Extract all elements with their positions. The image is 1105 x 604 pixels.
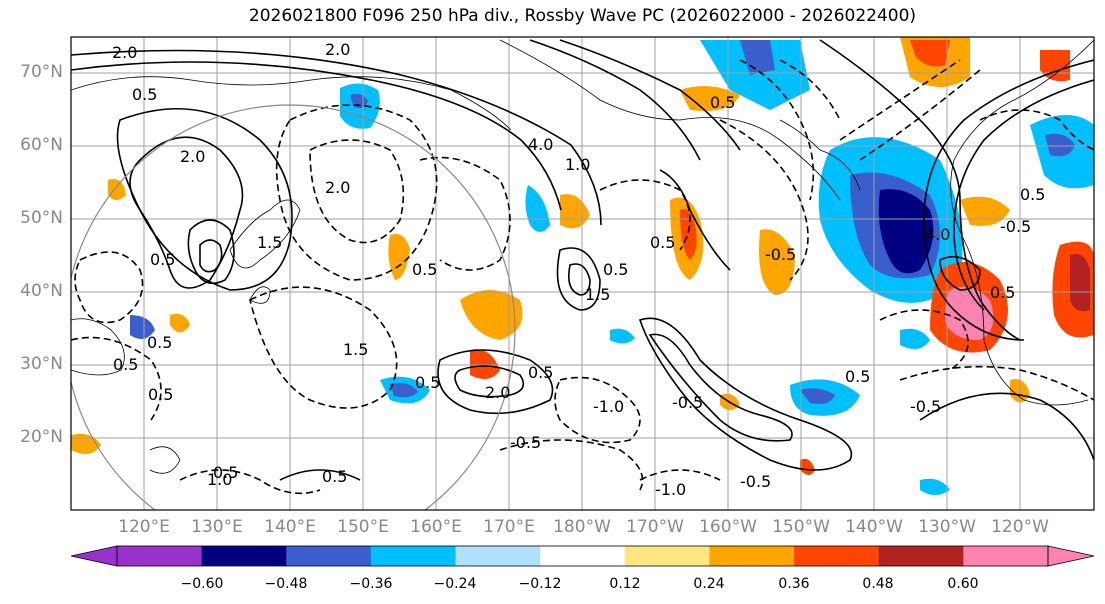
plot-title: 2026021800 F096 250 hPa div., Rossby Wav…: [248, 6, 917, 26]
contour-label: 4.0: [925, 225, 950, 244]
contour-label: 0.5: [1020, 185, 1045, 204]
solid-contours: [71, 39, 1094, 481]
dashed-contours: [71, 59, 1094, 495]
contour-label: 0.5: [147, 333, 172, 352]
contour-label: -0.5: [510, 433, 541, 452]
contour-label: 0.5: [213, 463, 238, 482]
lat-label: 50°N: [20, 208, 63, 228]
contour-label: 1.5: [257, 233, 282, 252]
colorbar-segment: [370, 546, 457, 566]
lat-label: 60°N: [20, 135, 63, 155]
lon-label: 170°W: [626, 517, 684, 537]
colorbar-segment: [878, 546, 964, 566]
colorbar-segment: [540, 546, 626, 566]
colorbar-tick-label: 0.60: [947, 576, 979, 592]
contour-label: 0.5: [528, 363, 553, 382]
contour-label: 0.5: [113, 355, 138, 374]
contour-label: -0.5: [765, 245, 796, 264]
colorbar-tick-label: 0.24: [693, 576, 725, 592]
contour-label: 2.0: [180, 147, 205, 166]
colorbar-tick-label: −0.36: [349, 576, 393, 592]
lon-label: 160°E: [410, 517, 462, 537]
lon-label: 170°E: [483, 517, 535, 537]
lat-label: 20°N: [20, 427, 63, 447]
contour-label: -0.5: [910, 397, 941, 416]
contour-label: -1.0: [655, 480, 686, 499]
colorbar-tick-label: −0.48: [264, 576, 308, 592]
contour-label: 0.5: [132, 85, 157, 104]
colorbar-tick-label: −0.60: [180, 576, 224, 592]
contour-label: 0.5: [710, 93, 735, 112]
colorbar-extend-left: [70, 545, 118, 567]
lat-label: 70°N: [20, 62, 63, 82]
contour-label: 0.5: [845, 367, 870, 386]
contour-label: 1.5: [343, 340, 368, 359]
contour-label: -0.5: [672, 393, 703, 412]
lon-label: 160°W: [699, 517, 757, 537]
colorbar-segment: [117, 546, 203, 566]
contour-label: 2.0: [112, 43, 137, 62]
lon-label: 180°W: [553, 517, 611, 537]
colorbar-segment: [963, 546, 1049, 566]
colorbar-segment: [624, 546, 710, 566]
contour-label: 1.5: [585, 285, 610, 304]
contour-label: 0.5: [148, 385, 173, 404]
map-frame: [70, 36, 1095, 511]
lon-label: 150°E: [337, 517, 389, 537]
contour-label: 2.0: [485, 383, 510, 402]
colorbar-extend-right: [1047, 545, 1095, 567]
contour-label: -0.5: [1000, 217, 1031, 236]
contour-label: 2.0: [325, 40, 350, 59]
lon-label: 150°W: [772, 517, 830, 537]
lon-label: 140°W: [845, 517, 903, 537]
contour-label: 4.0: [528, 135, 553, 154]
colorbar-segment: [794, 546, 880, 566]
colorbar-tick-label: 0.36: [778, 576, 810, 592]
colorbar: [70, 545, 1095, 567]
colorbar-segment: [455, 546, 541, 566]
contour-label: 0.5: [150, 250, 175, 269]
lon-label: 120°W: [991, 517, 1049, 537]
lon-label: 140°E: [264, 517, 316, 537]
lon-label: 130°W: [918, 517, 976, 537]
lon-label: 130°E: [191, 517, 243, 537]
reference-circle: [71, 104, 516, 510]
colorbar-segment: [201, 546, 287, 566]
colorbar-tick-label: −0.24: [433, 576, 477, 592]
contour-label: 1.0: [207, 470, 232, 489]
colorbar-segment: [286, 546, 372, 566]
contour-label: 0.5: [415, 373, 440, 392]
colorbar-tick-label: 0.12: [609, 576, 641, 592]
colorbar-segment: [709, 546, 795, 566]
lat-label: 30°N: [20, 354, 63, 374]
contour-label: -0.5: [740, 472, 771, 491]
colorbar-tick-label: −0.12: [518, 576, 562, 592]
contour-label: 0.5: [990, 283, 1015, 302]
lat-label: 40°N: [20, 281, 63, 301]
contour-label: 0.5: [650, 233, 675, 252]
colorbar-tick-label: 0.48: [862, 576, 894, 592]
contour-label: -1.0: [593, 397, 624, 416]
contour-label: 1.0: [565, 155, 590, 174]
contour-label: 0.5: [412, 260, 437, 279]
contour-label: 2.0: [325, 178, 350, 197]
contour-label: 0.5: [603, 260, 628, 279]
contour-labels: 2.0 2.0 2.0 0.5 0.5 2.0 1.5 0.5 0.5 0.5 …: [112, 40, 1045, 499]
lon-label: 120°E: [118, 517, 170, 537]
coastlines: [71, 39, 1094, 474]
contour-label: 0.5: [322, 467, 347, 486]
colorbar-frame: [116, 545, 1049, 567]
